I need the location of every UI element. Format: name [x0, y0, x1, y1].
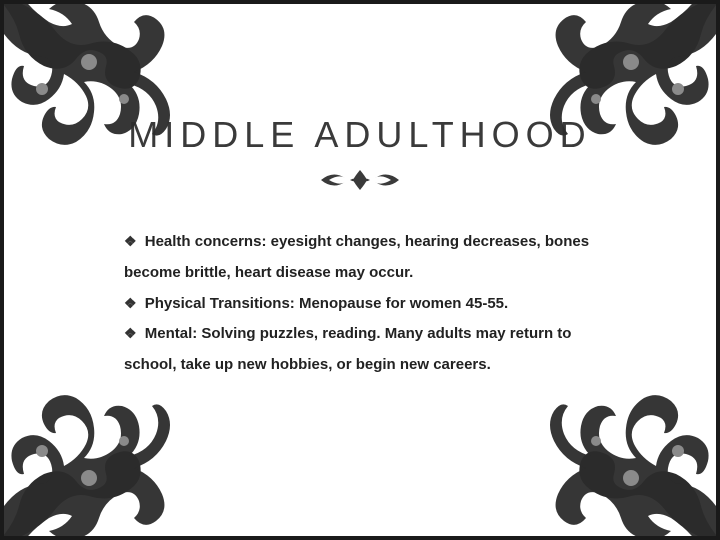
bullet-item: ❖ Mental: Solving puzzles, reading. Many…: [124, 319, 596, 381]
title-flourish-icon: [4, 166, 716, 199]
bullet-glyph-icon: ❖: [124, 325, 137, 341]
bullet-item: ❖ Physical Transitions: Menopause for wo…: [124, 289, 596, 320]
bullet-text: Mental: Solving puzzles, reading. Many a…: [124, 325, 571, 373]
bullet-glyph-icon: ❖: [124, 295, 137, 311]
bullet-item: ❖ Health concerns: eyesight changes, hea…: [124, 227, 596, 289]
bullet-text: Health concerns: eyesight changes, heari…: [124, 233, 589, 281]
bullet-glyph-icon: ❖: [124, 233, 137, 249]
slide-page: MIDDLE ADULTHOOD ❖ Health concerns: eyes…: [4, 4, 716, 536]
slide-content: ❖ Health concerns: eyesight changes, hea…: [124, 227, 596, 381]
bullet-text: Physical Transitions: Menopause for wome…: [145, 295, 508, 312]
slide-title: MIDDLE ADULTHOOD: [4, 114, 716, 156]
ornament-corner-icon: [546, 386, 716, 536]
ornament-corner-icon: [4, 386, 174, 536]
